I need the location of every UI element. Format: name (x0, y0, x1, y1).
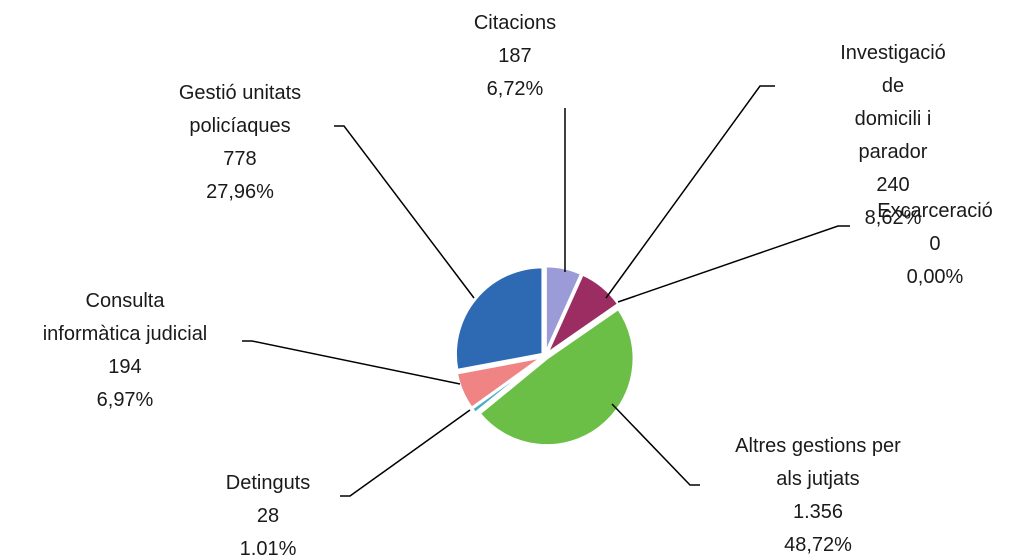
percent-label: 1,01% (239, 538, 297, 555)
value-label: 187 (498, 45, 532, 67)
data-label: Excarceració 0 0,00% (877, 195, 993, 294)
pie-slice (477, 307, 636, 447)
leader-line (334, 125, 475, 299)
leader-line (605, 85, 775, 299)
leader-line (242, 340, 461, 385)
percent-label: 48,72% (784, 534, 852, 555)
data-label: Altres gestions per als jutjats 1.356 48,7… (735, 430, 901, 555)
value-label: 194 (108, 356, 142, 378)
category-label: Citacions (473, 12, 557, 34)
percent-label: 6,97% (96, 389, 154, 411)
pie-slice (455, 355, 543, 410)
value-label: 240 (876, 174, 910, 196)
data-label: Consulta informàtica judicial 194 6,97% (43, 285, 208, 417)
percent-label: 0,00% (906, 266, 964, 288)
category-label: Excarceració (877, 200, 993, 222)
leader-line (340, 409, 471, 497)
value-label: 778 (223, 148, 257, 170)
leader-line (611, 403, 700, 486)
data-label: Gestió unitats policíaques 778 27,96% (179, 77, 301, 209)
data-label: Investigació de domicili i parador 240 8,6… (830, 37, 956, 235)
pie-slice (454, 265, 544, 372)
value-label: 0 (929, 233, 941, 255)
category-label: Consulta informàtica judicial (42, 290, 208, 345)
pie-slice (544, 264, 583, 354)
value-label: 28 (256, 505, 280, 527)
category-label: Detinguts (225, 472, 311, 494)
percent-label: 8,62% (864, 207, 922, 229)
percent-label: 6,72% (486, 78, 544, 100)
percent-label: 27,96% (206, 181, 274, 203)
leader-line (617, 225, 850, 303)
category-label: Altres gestions per als jutjats (735, 435, 901, 490)
data-label: Detinguts 28 1,01% (226, 467, 311, 555)
category-label: Investigació de domicili i parador (840, 42, 946, 163)
category-label: Gestió unitats policíaques (178, 82, 302, 137)
data-label: Citacions 187 6,72% (474, 7, 556, 106)
value-label: 1.356 (792, 501, 844, 523)
